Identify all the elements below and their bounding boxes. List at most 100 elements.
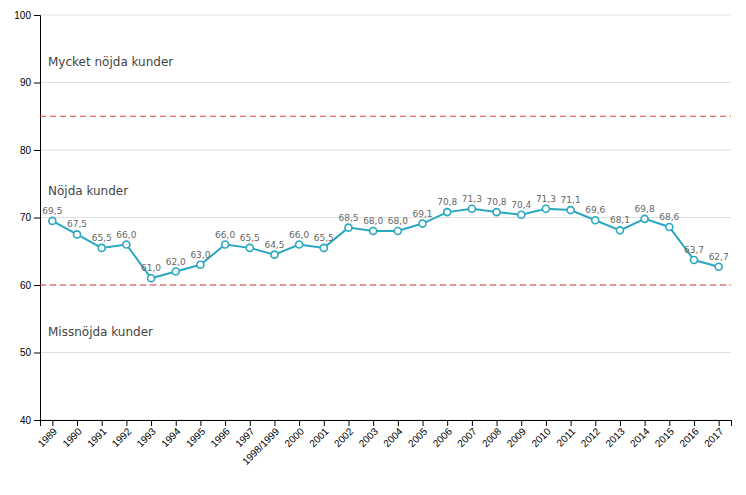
line bbox=[52, 209, 718, 279]
data-label: 64,5 bbox=[264, 240, 284, 250]
tick-label: 80 bbox=[20, 145, 32, 156]
tick-label: 40 bbox=[20, 415, 32, 426]
marker bbox=[49, 217, 56, 224]
tick-mark bbox=[472, 420, 473, 426]
tick-mark bbox=[34, 150, 40, 151]
tick-mark bbox=[151, 420, 152, 426]
data-label: 61,0 bbox=[141, 263, 161, 273]
data-label: 69,6 bbox=[585, 205, 605, 215]
data-label: 65,5 bbox=[240, 233, 260, 243]
data-label: 71,1 bbox=[561, 195, 581, 205]
tick-label: 60 bbox=[20, 280, 32, 291]
marker bbox=[666, 223, 673, 230]
tick-label: 2010 bbox=[529, 425, 553, 449]
x-tick: 1995 bbox=[184, 420, 208, 449]
data-label: 71,3 bbox=[536, 194, 556, 204]
tick-mark bbox=[34, 353, 40, 354]
data-label: 68,0 bbox=[388, 216, 408, 226]
reference-line bbox=[40, 116, 731, 117]
tick-mark bbox=[34, 420, 40, 421]
grid-line bbox=[40, 15, 731, 16]
x-tick: 2010 bbox=[529, 420, 553, 449]
y-tick: 60 bbox=[20, 280, 40, 291]
x-tick: 2003 bbox=[357, 420, 381, 449]
axis-line bbox=[41, 421, 732, 427]
marker bbox=[345, 224, 352, 231]
annotations: Mycket nöjda kunderNöjda kunderMissnöjda… bbox=[48, 55, 173, 339]
tick-mark bbox=[34, 285, 40, 286]
y-axis: 405060708090100 bbox=[14, 10, 40, 426]
data-label: 66,0 bbox=[289, 230, 309, 240]
tick-label: 1998/1999 bbox=[240, 425, 282, 467]
grid-line bbox=[40, 352, 731, 353]
marker bbox=[468, 205, 475, 212]
x-tick: 2008 bbox=[480, 420, 504, 449]
x-tick: 2011 bbox=[554, 420, 577, 449]
tick-mark bbox=[645, 420, 646, 426]
tick-mark bbox=[423, 420, 424, 426]
x-tick: 1989 bbox=[36, 420, 60, 449]
grid-line bbox=[40, 285, 731, 286]
x-tick: 2016 bbox=[677, 420, 701, 449]
tick-label: 2017 bbox=[702, 425, 726, 449]
tick-mark bbox=[176, 420, 177, 426]
zone-label: Mycket nöjda kunder bbox=[48, 55, 173, 69]
marker bbox=[370, 228, 377, 235]
grid bbox=[40, 15, 731, 420]
marks bbox=[40, 116, 731, 285]
grid-line bbox=[40, 82, 731, 83]
tick-label: 2008 bbox=[480, 425, 504, 449]
marker bbox=[123, 241, 130, 248]
tick-label: 2007 bbox=[455, 425, 479, 449]
marker bbox=[542, 205, 549, 212]
x-tick: 2006 bbox=[431, 420, 455, 449]
tick-label: 1996 bbox=[208, 425, 232, 449]
tick-label: 1993 bbox=[134, 425, 158, 449]
tick-label: 2006 bbox=[431, 425, 455, 449]
data-label: 69,1 bbox=[412, 209, 432, 219]
x-tick: 1996 bbox=[208, 420, 232, 449]
tick-label: 70 bbox=[20, 212, 32, 223]
data-label: 69,5 bbox=[42, 206, 62, 216]
x-tick: 1992 bbox=[110, 420, 134, 449]
tick-label: 2016 bbox=[677, 425, 701, 449]
marker bbox=[493, 209, 500, 216]
chart: 4050607080901001989199019911992199319941… bbox=[0, 0, 746, 495]
tick-label: 2014 bbox=[628, 425, 652, 449]
plot: 4050607080901001989199019911992199319941… bbox=[14, 10, 731, 467]
data-label: 66,0 bbox=[116, 230, 136, 240]
tick-label: 2012 bbox=[579, 425, 603, 449]
tick-label: 1991 bbox=[85, 425, 109, 449]
data-label: 66,0 bbox=[215, 230, 235, 240]
x-tick: 1993 bbox=[134, 420, 158, 449]
marker bbox=[592, 217, 599, 224]
y-tick: 80 bbox=[20, 145, 40, 156]
y-tick: 90 bbox=[20, 77, 40, 88]
data-label: 68,0 bbox=[363, 216, 383, 226]
zone-label: Nöjda kunder bbox=[48, 184, 128, 198]
data-label: 68,5 bbox=[338, 213, 358, 223]
x-tick: 2001 bbox=[307, 420, 331, 449]
x-tick: 2005 bbox=[406, 420, 430, 449]
data-label: 63,7 bbox=[684, 245, 704, 255]
tick-mark bbox=[102, 420, 103, 426]
x-tick: 2009 bbox=[505, 420, 529, 449]
tick-mark bbox=[571, 420, 572, 426]
data-label: 62,0 bbox=[166, 257, 186, 267]
tick-mark bbox=[250, 420, 251, 426]
data-labels: 69,567,565,566,061,062,063,066,065,564,5… bbox=[42, 194, 728, 274]
tick-mark bbox=[497, 420, 498, 426]
data-label: 71,3 bbox=[462, 194, 482, 204]
marker bbox=[518, 211, 525, 218]
tick-label: 2004 bbox=[381, 425, 405, 449]
y-tick: 40 bbox=[20, 415, 40, 426]
tick-mark bbox=[126, 420, 127, 426]
tick-mark bbox=[324, 420, 325, 426]
tick-label: 1994 bbox=[159, 425, 183, 449]
marker bbox=[271, 251, 278, 258]
x-tick: 1998/1999 bbox=[240, 420, 282, 467]
tick-mark bbox=[200, 420, 201, 426]
marker bbox=[296, 241, 303, 248]
tick-mark bbox=[694, 420, 695, 426]
tick-mark bbox=[274, 420, 275, 426]
